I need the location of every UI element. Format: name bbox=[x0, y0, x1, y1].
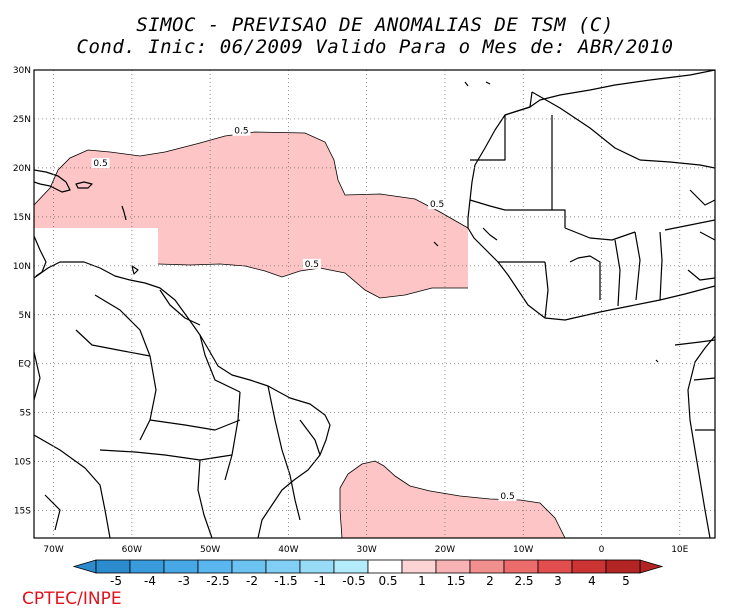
colorbar-label: -4 bbox=[144, 574, 156, 588]
longitude-labels: 70W 60W 50W 40W 30W 20W 10W 0 10E bbox=[43, 545, 688, 555]
coast-andes-west bbox=[34, 351, 41, 401]
colorbar-swatch bbox=[537, 559, 573, 574]
colorbar-label: -2.5 bbox=[206, 574, 229, 588]
colorbar-swatch bbox=[299, 559, 335, 574]
contour-label-bg bbox=[91, 158, 110, 169]
latitude-tick-label: 30N bbox=[13, 66, 31, 76]
longitude-tick-label: 10W bbox=[513, 545, 533, 555]
colorbar-swatch bbox=[265, 559, 301, 574]
colorbar-label: 5 bbox=[622, 574, 630, 588]
map-title: SIMOC - PREVISAO DE ANOMALIAS DE TSM (C) bbox=[136, 14, 614, 36]
colorbar-high-arrow bbox=[639, 559, 664, 574]
latitude-tick-label: 5N bbox=[19, 311, 31, 321]
latitude-tick-label: 25N bbox=[13, 115, 31, 125]
colorbar-label: -1 bbox=[314, 574, 326, 588]
colorbar-swatch bbox=[197, 559, 233, 574]
colorbar-swatch bbox=[333, 559, 369, 574]
colorbar-swatch bbox=[605, 559, 641, 574]
colorbar-label: 0.5 bbox=[378, 574, 397, 588]
latitude-labels: 30N 25N 20N 15N 10N 5N EQ 5S 10S 15S bbox=[13, 66, 31, 517]
credit-text: CPTEC/INPE bbox=[22, 589, 122, 609]
longitude-tick-label: 30W bbox=[356, 545, 376, 555]
map-subtitle: Cond. Inic: 06/2009 Valido Para o Mes de… bbox=[76, 36, 674, 58]
coast-africa bbox=[467, 70, 715, 321]
longitude-tick-label: 50W bbox=[200, 545, 220, 555]
contour-label-bg bbox=[498, 490, 517, 501]
contour-label: 0.5 bbox=[234, 127, 248, 137]
longitude-tick-label: 10E bbox=[671, 545, 688, 555]
colorbar-label: 4 bbox=[588, 574, 596, 588]
latitude-tick-label: 5S bbox=[20, 409, 32, 419]
colorbar-swatch bbox=[435, 559, 471, 574]
longitude-tick-label: 20W bbox=[435, 545, 455, 555]
colorbar: -5 -4 -3 -2.5 -2 -1.5 -1 -0.5 0.5 1 1.5 2 2.5 3 4 5 bbox=[72, 559, 664, 588]
colorbar-swatch bbox=[401, 559, 437, 574]
colorbar-label: -0.5 bbox=[342, 574, 365, 588]
colorbar-swatch bbox=[95, 559, 131, 574]
colorbar-label: 2.5 bbox=[514, 574, 533, 588]
coast-south-america bbox=[34, 261, 331, 538]
colorbar-label: 3 bbox=[554, 574, 562, 588]
anomaly-region-south bbox=[340, 461, 565, 538]
contour-label-bg bbox=[232, 125, 251, 136]
contour-label: 0.5 bbox=[430, 200, 444, 210]
colorbar-label: 2 bbox=[486, 574, 494, 588]
colorbar-swatch bbox=[129, 559, 165, 574]
colorbar-swatch bbox=[163, 559, 199, 574]
colorbar-swatch bbox=[571, 559, 607, 574]
contour-label-bg bbox=[302, 258, 321, 269]
longitude-tick-label: 70W bbox=[43, 545, 63, 555]
coastlines bbox=[34, 70, 715, 538]
map-plot-area bbox=[34, 70, 715, 538]
latitude-tick-label: EQ bbox=[18, 360, 31, 370]
colorbar-swatch bbox=[503, 559, 539, 574]
colorbar-swatch bbox=[367, 559, 403, 574]
contour-label-bg bbox=[428, 199, 447, 210]
map-frame bbox=[33, 69, 716, 539]
longitude-tick-label: 0 bbox=[599, 545, 605, 555]
longitude-tick-label: 60W bbox=[122, 545, 142, 555]
latitude-tick-label: 10S bbox=[14, 458, 31, 468]
latitude-tick-label: 10N bbox=[13, 262, 31, 272]
longitude-tick-label: 40W bbox=[278, 545, 298, 555]
contour-label: 0.5 bbox=[305, 260, 319, 270]
latitude-tick-label: 20N bbox=[13, 164, 31, 174]
colorbar-label: 1.5 bbox=[446, 574, 465, 588]
colorbar-swatch bbox=[469, 559, 505, 574]
colorbar-label: 1 bbox=[418, 574, 426, 588]
grid-lines bbox=[34, 70, 715, 538]
colorbar-low-arrow bbox=[72, 559, 97, 574]
colorbar-label: -3 bbox=[178, 574, 190, 588]
latitude-tick-label: 15S bbox=[14, 507, 31, 517]
contour-labels: 0.5 0.5 0.5 0.5 0.5 bbox=[91, 125, 517, 502]
contour-label: 0.5 bbox=[93, 159, 107, 169]
latitude-tick-label: 15N bbox=[13, 213, 31, 223]
colorbar-label: -2 bbox=[246, 574, 258, 588]
anomaly-region-north bbox=[34, 132, 468, 298]
colorbar-swatch bbox=[231, 559, 267, 574]
colorbar-label: -5 bbox=[110, 574, 122, 588]
contour-label: 0.5 bbox=[500, 492, 514, 502]
colorbar-label: -1.5 bbox=[274, 574, 297, 588]
coast-central-america bbox=[34, 235, 47, 277]
